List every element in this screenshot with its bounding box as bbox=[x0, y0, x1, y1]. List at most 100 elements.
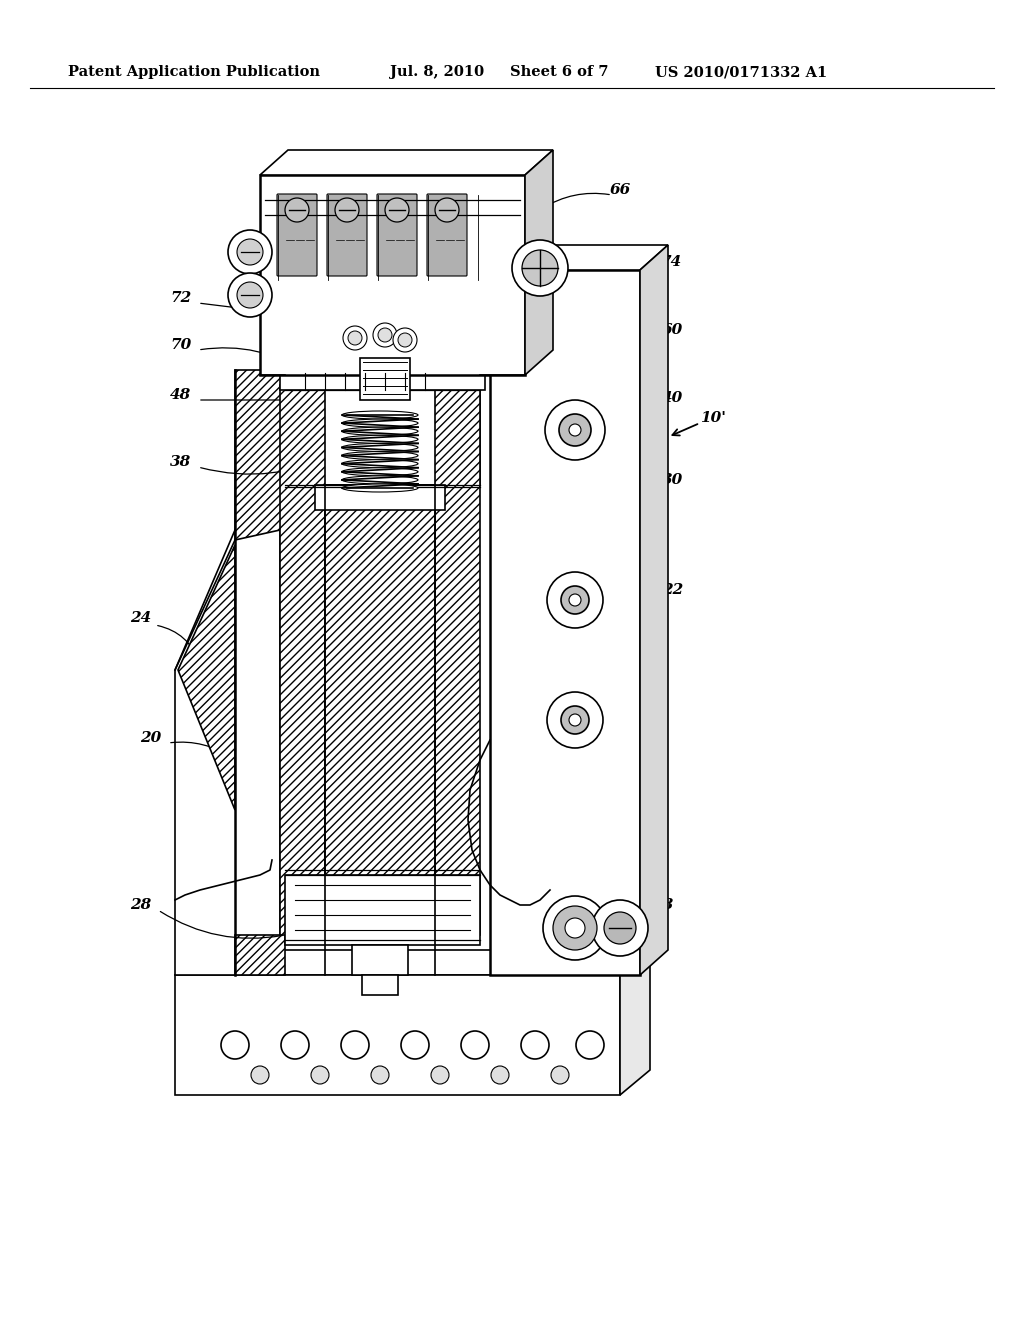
Circle shape bbox=[569, 714, 581, 726]
Ellipse shape bbox=[342, 444, 418, 451]
Text: 12: 12 bbox=[565, 801, 587, 814]
Text: 28: 28 bbox=[130, 898, 152, 912]
Circle shape bbox=[237, 282, 263, 308]
Ellipse shape bbox=[342, 420, 418, 428]
Circle shape bbox=[559, 414, 591, 446]
FancyBboxPatch shape bbox=[278, 194, 317, 276]
Ellipse shape bbox=[342, 428, 418, 436]
Text: 48: 48 bbox=[170, 388, 191, 403]
Ellipse shape bbox=[342, 436, 418, 444]
Text: 14: 14 bbox=[387, 156, 409, 170]
Text: 26: 26 bbox=[555, 721, 577, 735]
Text: 20: 20 bbox=[140, 731, 161, 744]
Ellipse shape bbox=[342, 467, 418, 475]
Bar bbox=[234, 370, 285, 975]
Circle shape bbox=[341, 1031, 369, 1059]
Circle shape bbox=[547, 572, 603, 628]
FancyBboxPatch shape bbox=[327, 194, 367, 276]
FancyBboxPatch shape bbox=[427, 194, 467, 276]
Text: 66: 66 bbox=[610, 183, 631, 197]
Circle shape bbox=[569, 594, 581, 606]
Circle shape bbox=[592, 900, 648, 956]
Text: 72: 72 bbox=[170, 290, 191, 305]
Circle shape bbox=[547, 692, 603, 748]
Circle shape bbox=[348, 331, 362, 345]
Circle shape bbox=[335, 198, 359, 222]
Bar bbox=[352, 945, 408, 975]
Circle shape bbox=[228, 230, 272, 275]
Bar bbox=[325, 484, 435, 875]
Ellipse shape bbox=[342, 451, 418, 459]
Text: 22: 22 bbox=[662, 583, 683, 597]
Circle shape bbox=[401, 1031, 429, 1059]
Circle shape bbox=[221, 1031, 249, 1059]
Bar bbox=[490, 271, 640, 975]
Circle shape bbox=[543, 896, 607, 960]
Text: US 2010/0171332 A1: US 2010/0171332 A1 bbox=[655, 65, 827, 79]
Polygon shape bbox=[620, 950, 650, 1096]
Circle shape bbox=[561, 706, 589, 734]
Text: 40: 40 bbox=[662, 391, 683, 405]
Text: 38: 38 bbox=[170, 455, 191, 469]
Circle shape bbox=[385, 198, 409, 222]
Bar bbox=[360, 358, 410, 400]
Bar bbox=[315, 484, 445, 510]
Text: 30: 30 bbox=[662, 473, 683, 487]
Polygon shape bbox=[175, 531, 280, 975]
Circle shape bbox=[285, 198, 309, 222]
Text: Patent Application Publication: Patent Application Publication bbox=[68, 65, 319, 79]
Circle shape bbox=[373, 323, 397, 347]
Polygon shape bbox=[490, 246, 668, 271]
FancyBboxPatch shape bbox=[377, 194, 417, 276]
Circle shape bbox=[575, 1031, 604, 1059]
Ellipse shape bbox=[342, 477, 418, 484]
Bar bbox=[260, 176, 525, 375]
Circle shape bbox=[435, 198, 459, 222]
Circle shape bbox=[461, 1031, 489, 1059]
Text: Jul. 8, 2010: Jul. 8, 2010 bbox=[390, 65, 484, 79]
Circle shape bbox=[512, 240, 568, 296]
Text: 70: 70 bbox=[170, 338, 191, 352]
Circle shape bbox=[545, 400, 605, 459]
Circle shape bbox=[228, 273, 272, 317]
Ellipse shape bbox=[342, 484, 418, 492]
Text: 10': 10' bbox=[700, 411, 726, 425]
Circle shape bbox=[431, 1067, 449, 1084]
Circle shape bbox=[251, 1067, 269, 1084]
Circle shape bbox=[393, 327, 417, 352]
Circle shape bbox=[398, 333, 412, 347]
Circle shape bbox=[343, 326, 367, 350]
Polygon shape bbox=[525, 150, 553, 375]
Bar bbox=[435, 385, 480, 935]
Circle shape bbox=[371, 1067, 389, 1084]
Circle shape bbox=[237, 239, 263, 265]
Circle shape bbox=[522, 249, 558, 286]
Polygon shape bbox=[175, 950, 650, 975]
Circle shape bbox=[561, 586, 589, 614]
Circle shape bbox=[521, 1031, 549, 1059]
Bar bbox=[280, 370, 485, 389]
Circle shape bbox=[281, 1031, 309, 1059]
Bar bbox=[285, 875, 480, 945]
Circle shape bbox=[490, 1067, 509, 1084]
Ellipse shape bbox=[342, 411, 418, 418]
Circle shape bbox=[569, 424, 581, 436]
Bar bbox=[280, 385, 325, 935]
Text: 74: 74 bbox=[660, 255, 681, 269]
Circle shape bbox=[604, 912, 636, 944]
Bar bbox=[285, 370, 480, 484]
Bar bbox=[362, 975, 398, 995]
Text: Sheet 6 of 7: Sheet 6 of 7 bbox=[510, 65, 608, 79]
Circle shape bbox=[311, 1067, 329, 1084]
Polygon shape bbox=[640, 246, 668, 975]
Circle shape bbox=[551, 1067, 569, 1084]
Circle shape bbox=[553, 906, 597, 950]
Circle shape bbox=[378, 327, 392, 342]
Circle shape bbox=[565, 917, 585, 939]
Polygon shape bbox=[260, 150, 553, 176]
Ellipse shape bbox=[342, 459, 418, 467]
Polygon shape bbox=[178, 545, 234, 810]
Text: 18: 18 bbox=[652, 898, 673, 912]
Text: FIG - 6: FIG - 6 bbox=[540, 657, 626, 678]
Text: 60: 60 bbox=[662, 323, 683, 337]
